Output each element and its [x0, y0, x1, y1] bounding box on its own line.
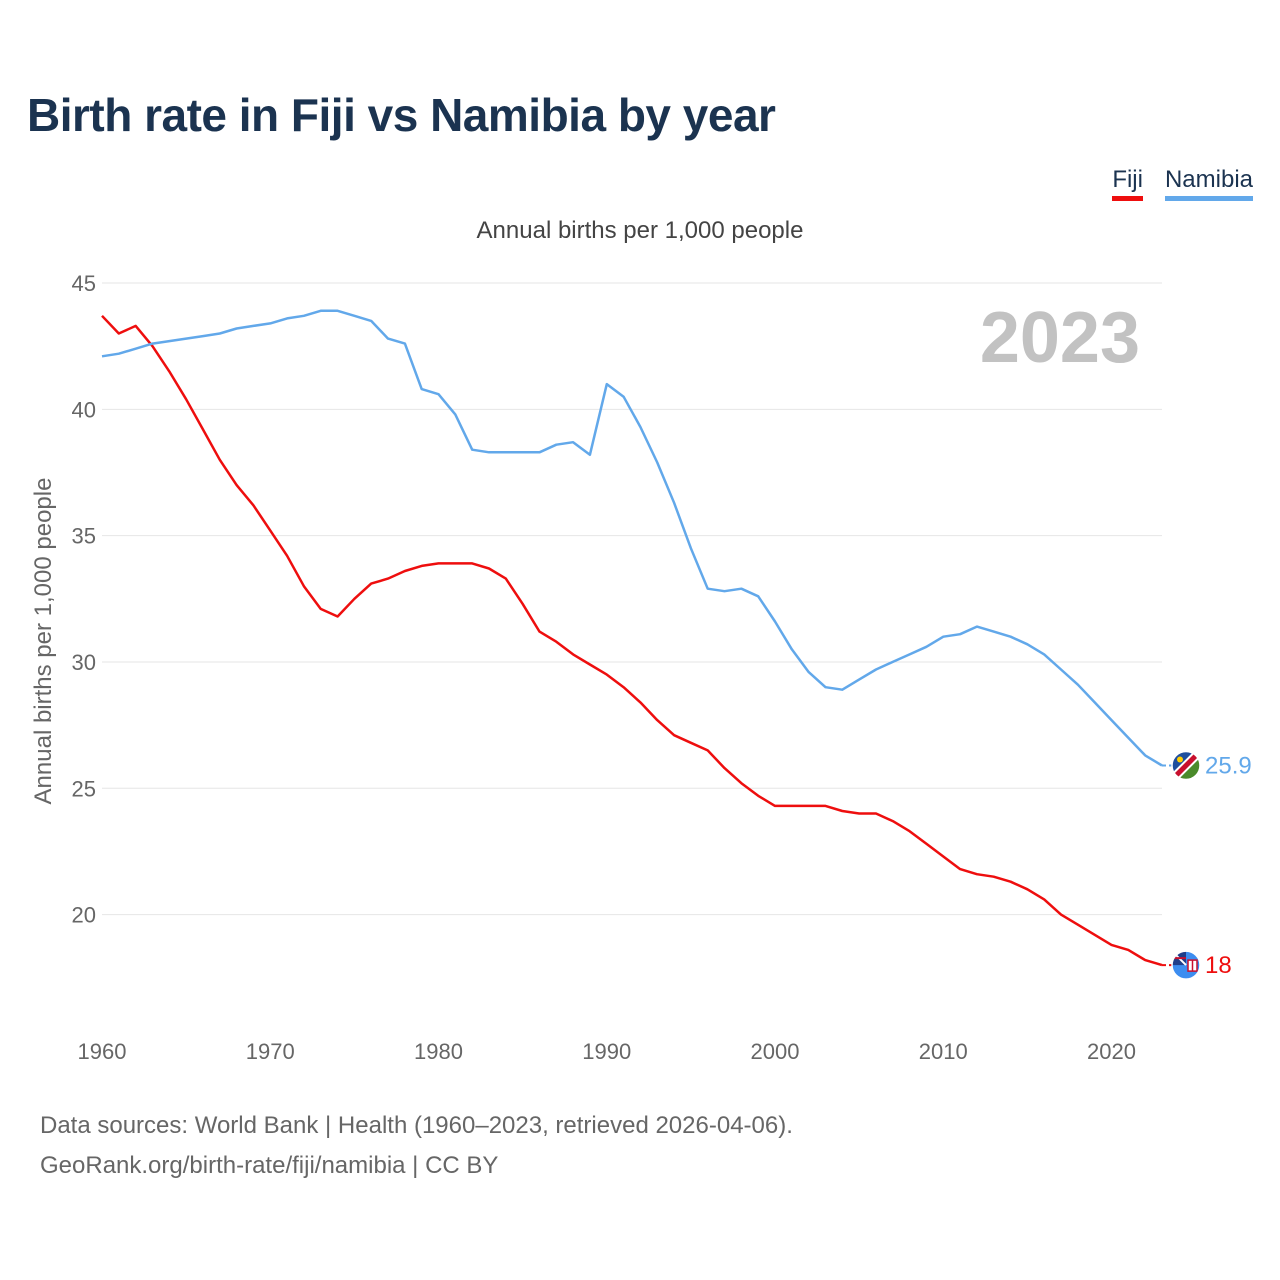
chart-title: Birth rate in Fiji vs Namibia by year — [27, 89, 776, 141]
end-label-namibia: 25.9 — [1205, 753, 1252, 780]
y-tick-label: 25 — [72, 776, 96, 801]
footer-link[interactable]: GeoRank.org/birth-rate/fiji/namibia | CC… — [40, 1152, 499, 1179]
y-axis-label: Annual births per 1,000 people — [30, 478, 57, 805]
legend: Fiji Namibia — [1112, 166, 1253, 201]
series-group — [101, 309, 1163, 967]
y-tick-label: 20 — [72, 903, 96, 928]
y-axis: 20 25 30 35 40 45 — [72, 271, 96, 928]
legend-item-namibia[interactable]: Namibia — [1164, 166, 1253, 201]
x-tick-label: 2010 — [919, 1039, 968, 1064]
y-tick-label: 35 — [72, 524, 96, 549]
x-tick-label: 1960 — [78, 1039, 127, 1064]
legend-item-fiji[interactable]: Fiji — [1112, 166, 1143, 201]
y-tick-label: 40 — [72, 397, 96, 422]
y-tick-label: 45 — [72, 271, 96, 296]
series-line-namibia[interactable] — [101, 309, 1163, 767]
x-tick-label: 1990 — [582, 1039, 631, 1064]
x-tick-label: 2020 — [1087, 1039, 1136, 1064]
fiji-flag-icon — [1171, 950, 1201, 980]
grid-lines — [102, 282, 1162, 916]
namibia-flag-icon — [1171, 750, 1201, 781]
x-tick-label: 1980 — [414, 1039, 463, 1064]
year-watermark: 2023 — [980, 298, 1140, 378]
series-line-fiji[interactable] — [101, 314, 1163, 967]
end-markers: 18 25.9 — [1162, 750, 1252, 980]
y-tick-label: 30 — [72, 650, 96, 675]
footer-source: Data sources: World Bank | Health (1960–… — [40, 1112, 793, 1139]
end-label-fiji: 18 — [1205, 952, 1232, 979]
x-tick-label: 1970 — [246, 1039, 295, 1064]
footer: Data sources: World Bank | Health (1960–… — [40, 1106, 793, 1186]
chart-subtitle: Annual births per 1,000 people — [476, 217, 804, 244]
x-tick-label: 2000 — [751, 1039, 800, 1064]
x-axis: 1960 1970 1980 1990 2000 2010 2020 — [78, 1039, 1136, 1064]
